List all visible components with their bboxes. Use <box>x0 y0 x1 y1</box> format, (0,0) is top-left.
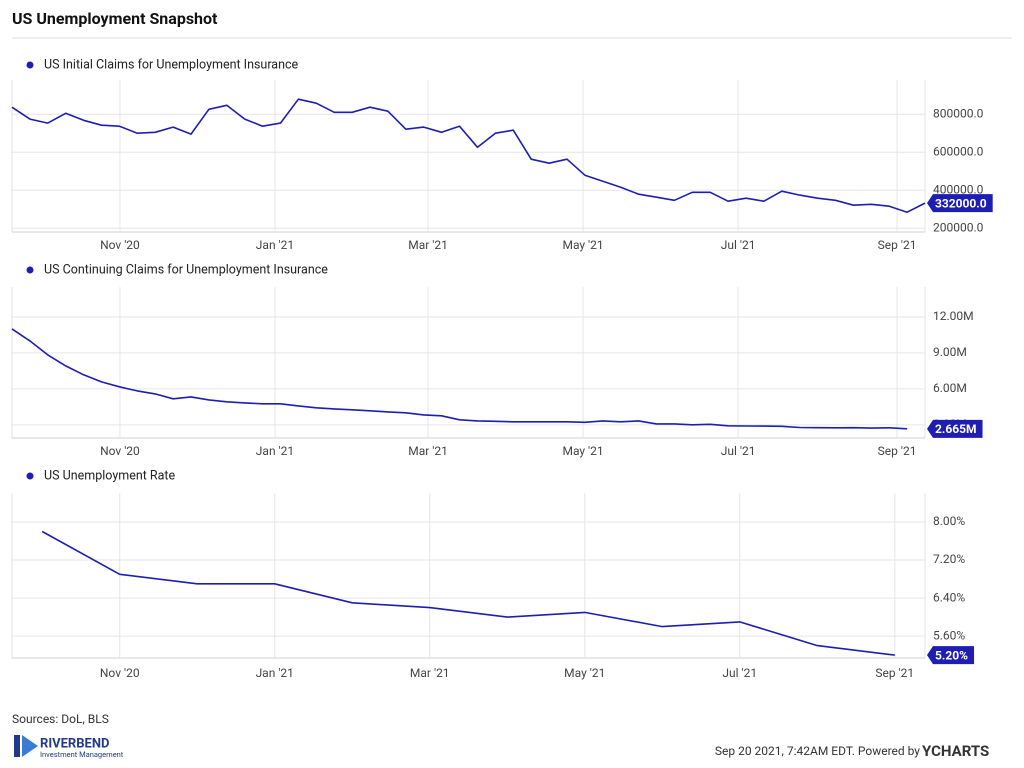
page-title: US Unemployment Snapshot <box>12 9 218 28</box>
sources: Sources: DoL, BLS <box>12 712 109 726</box>
legend-marker <box>26 266 34 274</box>
y-tick-label: 8.00% <box>933 514 965 528</box>
y-tick-label: 6.00M <box>933 381 967 395</box>
logo-icon <box>22 735 38 757</box>
x-tick-label: Nov '20 <box>100 444 140 458</box>
y-tick-label: 7.20% <box>933 552 965 566</box>
x-tick-label: Mar '21 <box>410 666 450 680</box>
value-label: 2.665M <box>935 422 977 436</box>
legend-marker <box>26 472 34 480</box>
value-label-box <box>927 194 993 213</box>
x-tick-label: Sep '21 <box>878 444 917 458</box>
y-tick-label: 9.00M <box>933 345 967 359</box>
x-tick-label: Jul '21 <box>721 444 756 458</box>
logo-tagline: Investment Management <box>40 750 124 759</box>
x-tick-label: Mar '21 <box>408 238 448 252</box>
powered-by: YCHARTS <box>922 742 989 760</box>
x-tick-label: Mar '21 <box>408 444 448 458</box>
value-label: 5.20% <box>935 648 968 662</box>
legend-marker <box>26 61 34 69</box>
timestamp: Sep 20 2021, 7:42AM EDT. Powered by <box>715 744 920 758</box>
value-label-box <box>927 419 983 438</box>
x-tick-label: Sep '21 <box>875 666 914 680</box>
x-tick-label: Nov '20 <box>100 666 140 680</box>
x-tick-label: Jan '21 <box>256 444 294 458</box>
value-label-box <box>927 646 975 665</box>
x-tick-label: Jul '21 <box>721 238 756 252</box>
line <box>11 328 908 430</box>
logo: RIVERBEND Investment Management <box>14 735 124 759</box>
x-tick-label: May '21 <box>562 444 603 458</box>
logo-name: RIVERBEND <box>40 736 110 751</box>
x-tick-label: May '21 <box>564 666 605 680</box>
y-tick-label: 6.40% <box>933 590 965 604</box>
x-tick-label: Jul '21 <box>722 666 757 680</box>
legend-label: US Continuing Claims for Unemployment In… <box>44 262 328 277</box>
value-label: 332000.0 <box>935 196 987 210</box>
y-tick-label: 200000.0 <box>933 220 984 234</box>
logo-icon <box>14 735 20 757</box>
x-tick-label: Sep '21 <box>878 238 917 252</box>
x-tick-label: Jan '21 <box>256 666 294 680</box>
y-tick-label: 600000.0 <box>933 144 984 158</box>
line <box>11 98 926 213</box>
legend-label: US Unemployment Rate <box>44 468 176 483</box>
x-tick-label: Jan '21 <box>256 238 294 252</box>
x-tick-label: Nov '20 <box>100 238 140 252</box>
line <box>41 530 895 656</box>
y-tick-label: 800000.0 <box>933 106 984 120</box>
legend-label: US Initial Claims for Unemployment Insur… <box>44 57 299 72</box>
x-tick-label: May '21 <box>562 238 603 252</box>
y-tick-label: 5.60% <box>933 628 965 642</box>
y-tick-label: 12.00M <box>933 309 974 323</box>
y-tick-label: 400000.0 <box>933 182 984 196</box>
